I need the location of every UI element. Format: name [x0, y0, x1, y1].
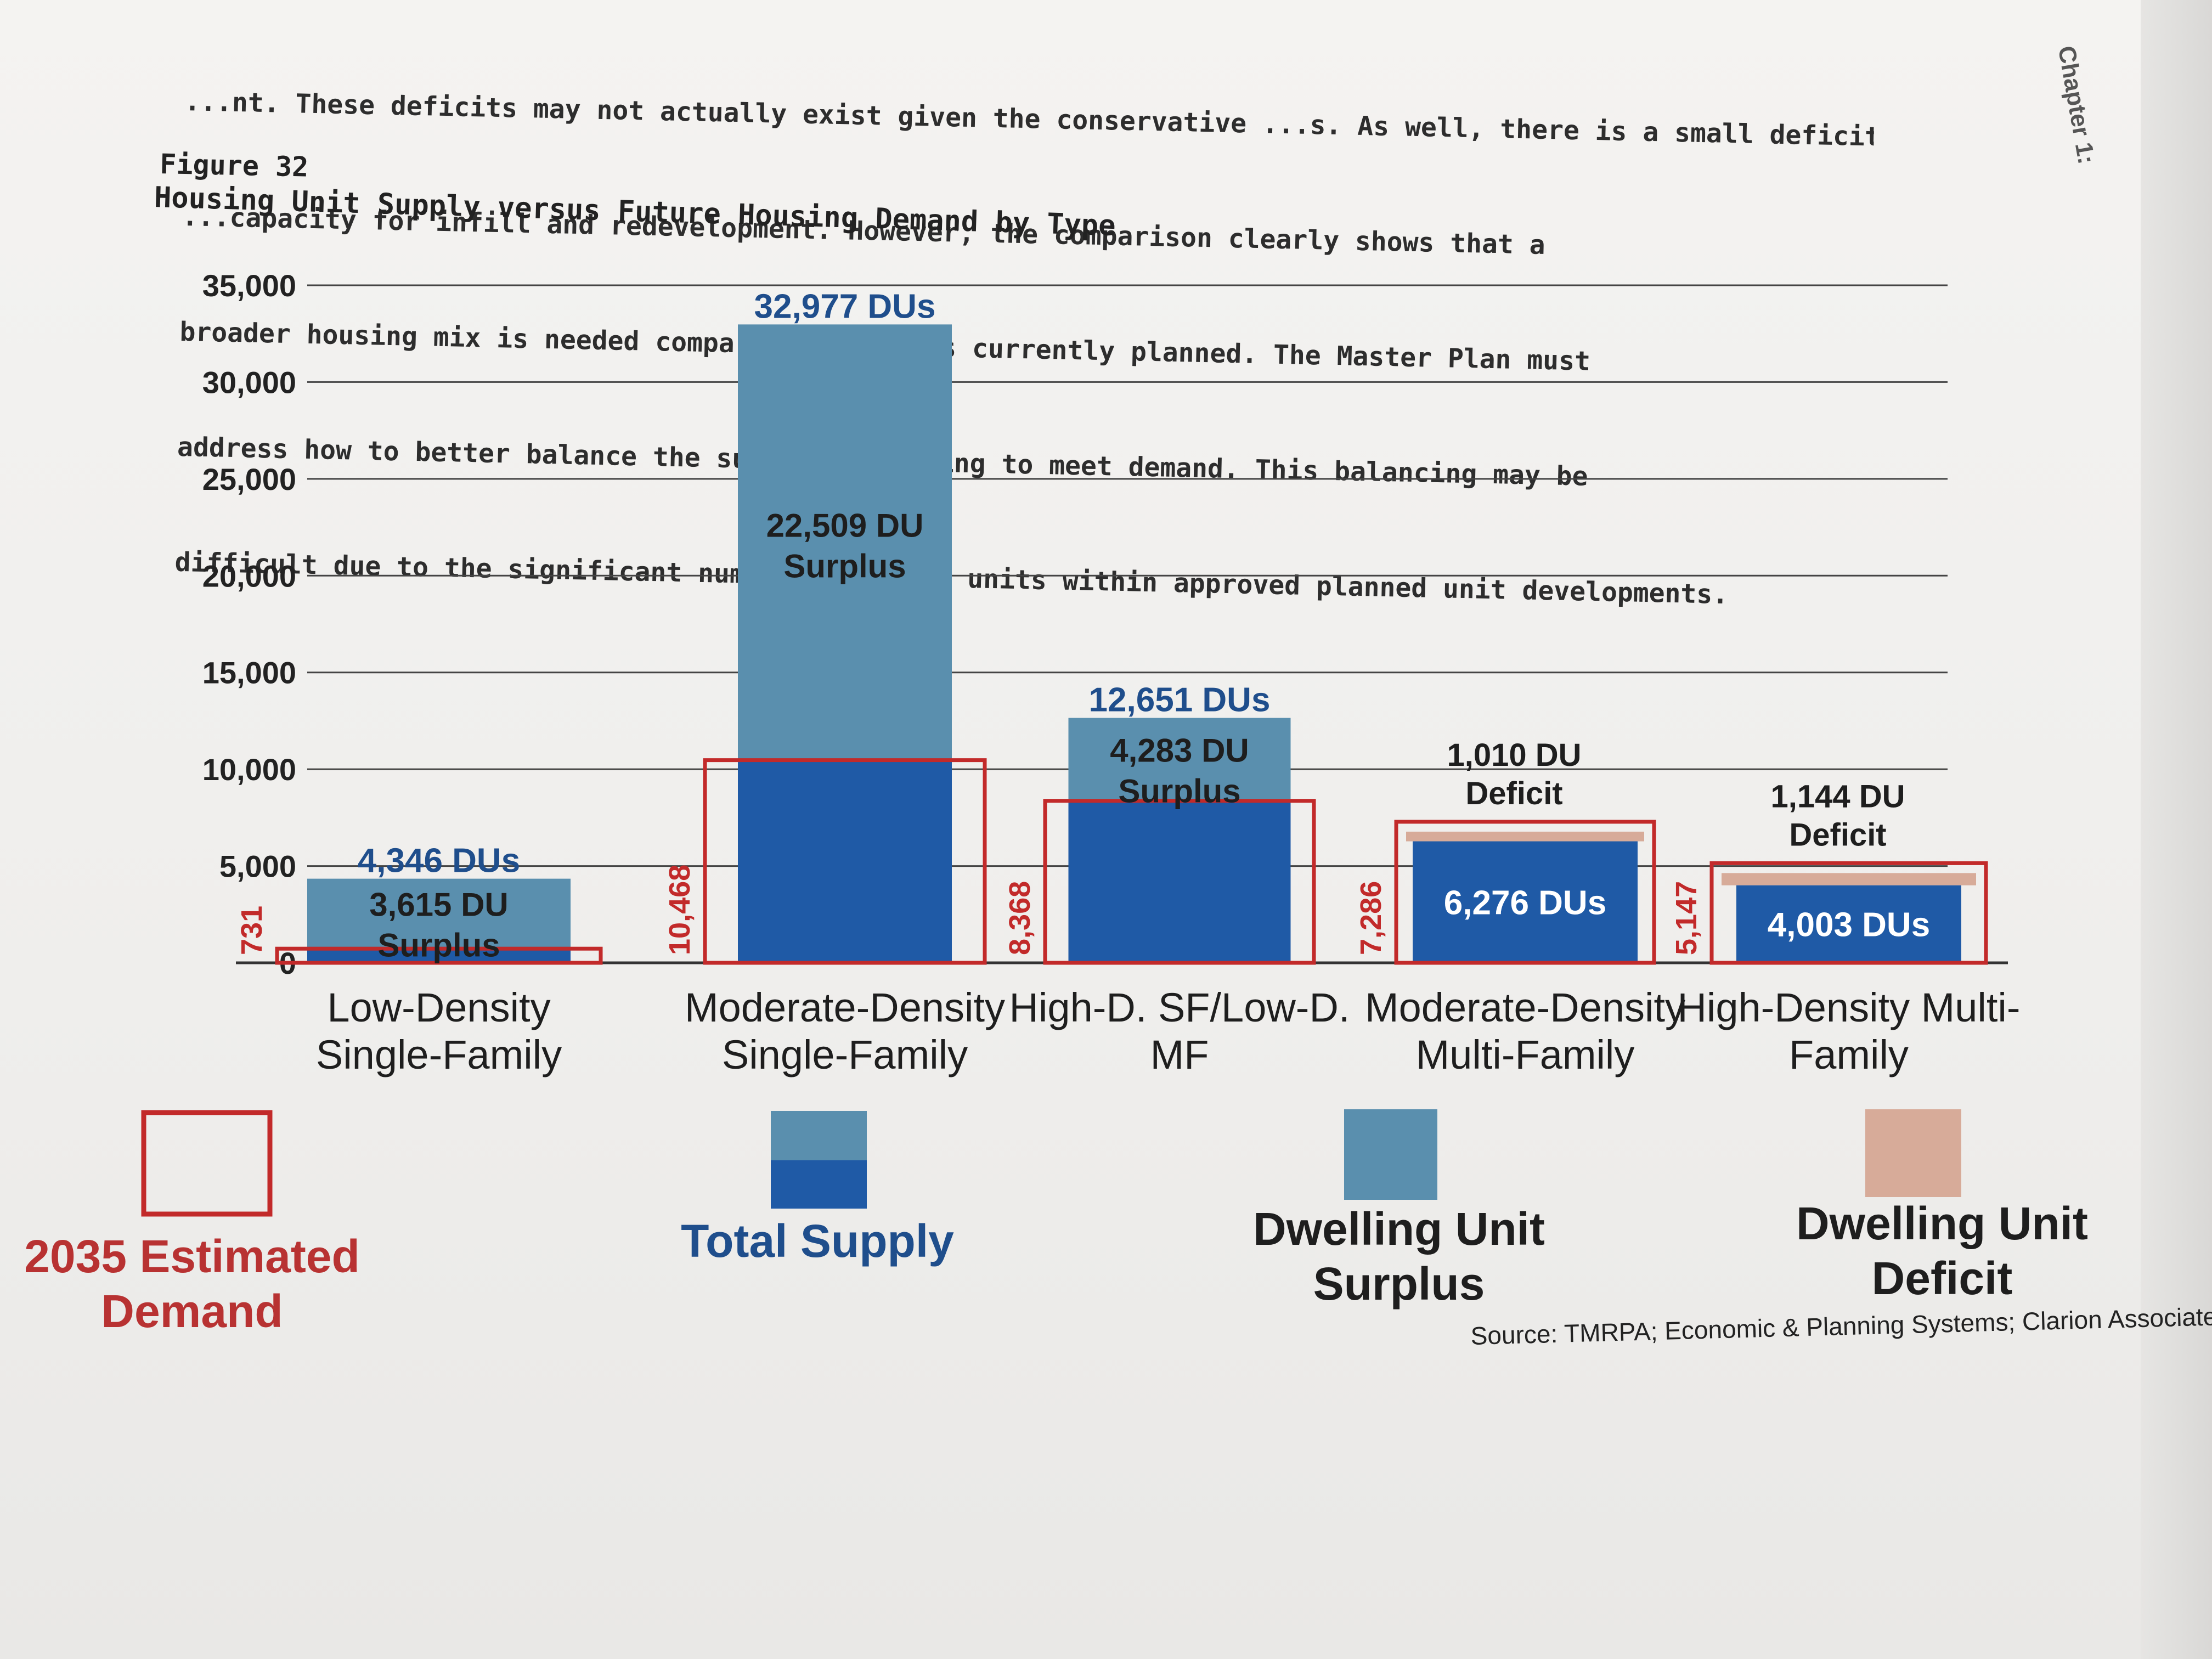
y-axis-labels: 05,00010,00015,00020,00025,00030,00035,0… [202, 268, 296, 980]
y-tick-label: 30,000 [202, 365, 296, 399]
x-axis-labels: Low-DensitySingle-FamilyModerate-Density… [316, 985, 2021, 1077]
supply-bar [738, 760, 952, 963]
supply-value-label: 32,977 DUs [754, 287, 936, 325]
demand-value-label: 5,147 [1670, 881, 1703, 955]
page-edge [2141, 0, 2212, 1659]
balance-value-label: 1,010 DU [1447, 737, 1581, 773]
demand-outline [1043, 799, 1316, 965]
legend-swatch-supply-bottom [771, 1160, 867, 1209]
supply-bar [1068, 800, 1291, 963]
legend-swatch-surplus [1344, 1109, 1437, 1200]
legend-label-demand: 2035 Estimated Demand [0, 1229, 384, 1339]
supply-value-label: 6,276 DUs [1444, 884, 1606, 922]
legend-label-supply: Total Supply [653, 1214, 982, 1268]
balance-value-label: 4,283 DU [1110, 732, 1249, 769]
legend-line: Dwelling Unit [1796, 1198, 2088, 1249]
x-category-label: High-Density Multi- [1677, 985, 2020, 1030]
x-category-label: Single-Family [722, 1032, 968, 1077]
y-tick-label: 10,000 [202, 752, 296, 787]
legend-line: Total Supply [681, 1215, 954, 1267]
balance-type-label: Surplus [783, 548, 906, 585]
legend-swatch-deficit [1865, 1109, 1961, 1197]
demand-value-label: 731 [235, 906, 268, 955]
balance-type-label: Deficit [1465, 776, 1562, 811]
deficit-bar [1406, 831, 1644, 842]
legend-line: Dwelling Unit [1253, 1203, 1545, 1255]
x-category-label: Single-Family [316, 1032, 562, 1077]
demand-value-label: 7,286 [1355, 881, 1387, 955]
y-tick-label: 20,000 [202, 558, 296, 593]
x-category-label: MF [1150, 1032, 1209, 1077]
y-tick-label: 35,000 [202, 268, 296, 303]
legend-line: 2035 Estimated [24, 1231, 360, 1282]
balance-type-label: Deficit [1789, 817, 1886, 853]
demand-value-label: 8,368 [1003, 881, 1036, 955]
demand-outline [1394, 820, 1656, 965]
demand-outline [1709, 861, 1988, 965]
supply-bar [1413, 841, 1638, 963]
legend-swatch-supply-top [771, 1111, 867, 1160]
demand-value-label: 10,468 [663, 865, 696, 955]
legend-label-surplus: Dwelling Unit Surplus [1234, 1201, 1564, 1311]
legend-line: Surplus [1313, 1258, 1485, 1310]
legend-line: Demand [101, 1285, 283, 1337]
balance-type-label: Surplus [377, 927, 500, 964]
y-tick-label: 5,000 [219, 849, 296, 884]
balance-value-label: 3,615 DU [369, 887, 508, 923]
balance-value-label: 22,509 DU [766, 507, 924, 544]
chart-legend [141, 1109, 1961, 1217]
x-category-label: Low-Density [327, 985, 550, 1030]
demand-outline [275, 946, 603, 965]
legend-line: Deficit [1871, 1252, 2013, 1304]
demand-outline [703, 758, 987, 965]
x-category-label: Moderate-Density [1365, 985, 1685, 1030]
supply-value-label: 4,003 DUs [1768, 906, 1930, 944]
x-category-label: Moderate-Density [685, 985, 1005, 1030]
balance-value-label: 1,144 DU [1770, 778, 1905, 814]
y-tick-label: 25,000 [202, 462, 296, 496]
x-category-label: High-D. SF/Low-D. [1009, 985, 1350, 1030]
supply-value-label: 4,346 DUs [358, 842, 520, 880]
y-tick-label: 15,000 [202, 656, 296, 690]
supply-value-label: 12,651 DUs [1089, 681, 1271, 719]
balance-type-label: Surplus [1118, 773, 1240, 810]
legend-label-deficit: Dwelling Unit Deficit [1778, 1196, 2107, 1306]
legend-swatch-demand [141, 1110, 273, 1217]
x-category-label: Family [1789, 1032, 1909, 1077]
chart-bars: 731 4,346 DUs 3,615 DU Surplus 10,468 32,977 … [235, 287, 1988, 965]
deficit-bar [1722, 873, 1976, 885]
supply-bar [1736, 885, 1961, 963]
x-category-label: Multi-Family [1416, 1032, 1635, 1077]
supply-bar [307, 949, 571, 963]
